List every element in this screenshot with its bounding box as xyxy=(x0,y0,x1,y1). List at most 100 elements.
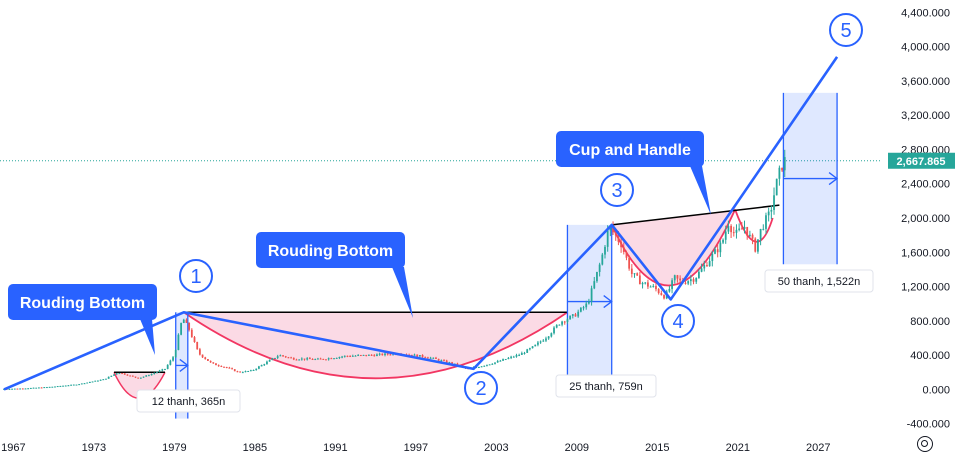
candle-body xyxy=(284,356,287,358)
candle-body xyxy=(209,360,212,363)
candle-body xyxy=(692,279,695,282)
candle-body xyxy=(778,167,781,179)
y-tick-label: 3,200.000 xyxy=(901,110,950,122)
candle-body xyxy=(622,247,625,253)
candle-body xyxy=(11,388,13,390)
candle-body xyxy=(166,364,169,369)
candle-body xyxy=(601,254,604,265)
wave-label-1: 1 xyxy=(179,259,213,293)
candle-body xyxy=(80,383,83,385)
cup-fill xyxy=(611,205,780,286)
candle-body xyxy=(416,354,419,357)
rounding-bottom-2-callout: Rouding Bottom xyxy=(256,232,413,318)
candle-body xyxy=(72,384,75,386)
candle-body xyxy=(325,359,327,361)
candle-body xyxy=(604,246,606,255)
candle-body xyxy=(139,377,142,379)
rounding-bottom-2-callout-box xyxy=(256,232,405,268)
candle-body xyxy=(123,373,126,375)
candle-body xyxy=(545,338,547,341)
candle-body xyxy=(156,372,158,374)
candle-body xyxy=(389,354,392,356)
candle-body xyxy=(145,375,148,377)
candle-body xyxy=(311,359,314,361)
y-tick-label: 0.000 xyxy=(922,384,950,396)
candle-body xyxy=(303,358,306,360)
x-tick-label: 2009 xyxy=(565,442,589,454)
candle-body xyxy=(212,362,215,364)
candle-body xyxy=(574,314,577,317)
wave-circle xyxy=(600,173,634,207)
candle-body xyxy=(185,319,188,323)
candle-body xyxy=(279,355,282,357)
candle-body xyxy=(233,369,236,372)
candle-body xyxy=(110,375,113,377)
candle-body xyxy=(362,354,365,356)
cup-handle-callout-pointer xyxy=(690,166,711,215)
candle-body xyxy=(547,336,550,339)
y-tick-label: 3,600.000 xyxy=(901,76,950,88)
candle-body xyxy=(99,379,102,381)
candle-body xyxy=(131,375,134,377)
candle-body xyxy=(292,357,295,360)
wave-label-4: 4 xyxy=(661,304,695,338)
candle-body xyxy=(314,359,317,361)
candle-body xyxy=(765,215,767,229)
candle-body xyxy=(488,364,491,366)
y-tick-label: 1,600.000 xyxy=(901,247,950,259)
candle-body xyxy=(24,388,27,390)
candle-body xyxy=(759,228,762,240)
candle-body xyxy=(198,349,201,355)
candle-body xyxy=(271,358,274,360)
candle-body xyxy=(655,286,657,290)
candle-body xyxy=(445,360,448,363)
candle-body xyxy=(735,229,738,233)
candle-body xyxy=(8,388,11,390)
candle-body xyxy=(346,355,349,357)
candle-body xyxy=(673,275,676,281)
candle-body xyxy=(239,371,242,373)
candle-body xyxy=(703,265,706,269)
candle-body xyxy=(217,365,220,367)
candle-body xyxy=(357,355,360,357)
candle-body xyxy=(97,380,99,382)
candle-body xyxy=(676,275,679,279)
candle-body xyxy=(555,325,558,328)
candle-body xyxy=(478,367,480,369)
x-tick-label: 1967 xyxy=(1,442,25,454)
candle-body xyxy=(370,354,373,356)
candle-body xyxy=(182,319,185,324)
candle-body xyxy=(121,373,123,375)
candle-body xyxy=(107,376,110,379)
candle-body xyxy=(105,378,107,380)
candle-body xyxy=(161,369,164,371)
x-tick-label: 1991 xyxy=(323,442,347,454)
candle-body xyxy=(298,359,301,361)
elliott-wave-line xyxy=(3,56,839,391)
candle-body xyxy=(32,387,35,389)
x-tick-label: 2021 xyxy=(726,442,750,454)
candle-body xyxy=(359,355,362,357)
candle-body xyxy=(579,307,582,312)
x-tick-label: 1985 xyxy=(243,442,267,454)
candle-body xyxy=(740,228,743,230)
candle-body xyxy=(308,358,311,360)
candle-body xyxy=(781,167,783,171)
candle-body xyxy=(255,368,258,370)
candle-body xyxy=(249,370,252,372)
candle-body xyxy=(276,356,279,358)
candle-body xyxy=(102,379,105,381)
candle-body xyxy=(644,282,647,284)
candle-body xyxy=(748,234,751,236)
candle-body xyxy=(773,195,775,210)
chart-settings-icon[interactable] xyxy=(917,436,933,452)
candle-body xyxy=(775,178,778,196)
rounding-bottom-1-callout-pointer xyxy=(140,319,155,355)
candle-body xyxy=(571,314,574,316)
candle-body xyxy=(636,273,639,276)
candle-body xyxy=(523,352,526,354)
candle-body xyxy=(534,344,537,347)
candle-body xyxy=(558,324,561,326)
y-tick-label: 800.000 xyxy=(910,316,950,328)
